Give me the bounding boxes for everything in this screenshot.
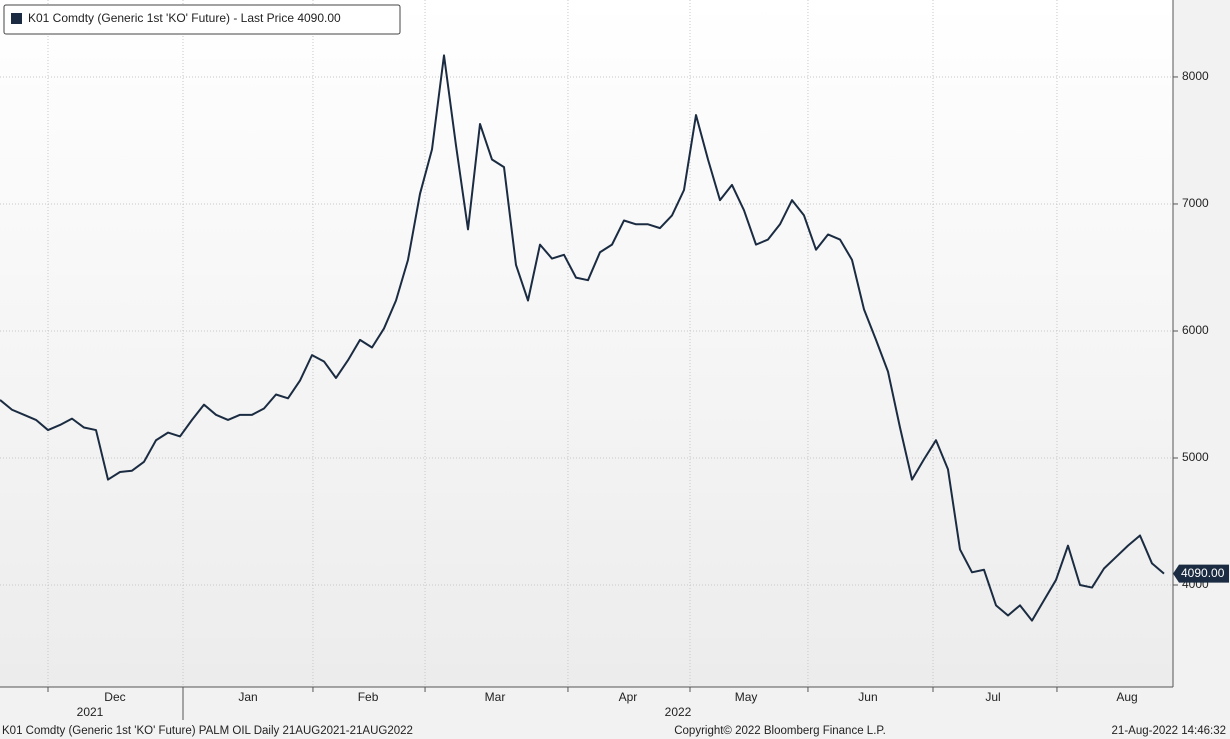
footer-right: 21-Aug-2022 14:46:32 (1112, 725, 1226, 737)
footer-center: Copyright© 2022 Bloomberg Finance L.P. (674, 725, 886, 737)
year-label: 2021 (77, 705, 104, 719)
y-tick-label: 8000 (1182, 69, 1209, 83)
x-tick-label: Apr (619, 690, 638, 704)
x-tick-label: Aug (1116, 690, 1137, 704)
legend-label: K01 Comdty (Generic 1st 'KO' Future) - L… (28, 11, 341, 25)
last-price-label: 4090.00 (1181, 566, 1225, 580)
x-tick-label: Jul (985, 690, 1000, 704)
x-tick-label: Mar (485, 690, 506, 704)
y-tick-label: 6000 (1182, 323, 1209, 337)
year-label: 2022 (665, 705, 692, 719)
grid (0, 0, 1173, 687)
last-price-tag (1173, 564, 1229, 583)
x-tick-label: Jan (238, 690, 257, 704)
y-tick-label: 5000 (1182, 450, 1209, 464)
legend-swatch (11, 13, 22, 24)
price-line (0, 54, 1165, 622)
plot-background (0, 0, 1173, 687)
axis-background (0, 687, 1173, 739)
x-tick-label: Feb (358, 690, 379, 704)
legend (3, 4, 401, 35)
x-tick-label: Dec (104, 690, 125, 704)
y-tick-label: 7000 (1182, 196, 1209, 210)
marks (0, 54, 1165, 622)
x-tick-label: Jun (858, 690, 877, 704)
footer-left: K01 Comdty (Generic 1st 'KO' Future) PAL… (2, 725, 413, 737)
axis-background (1173, 0, 1230, 739)
x-tick-label: May (735, 690, 758, 704)
